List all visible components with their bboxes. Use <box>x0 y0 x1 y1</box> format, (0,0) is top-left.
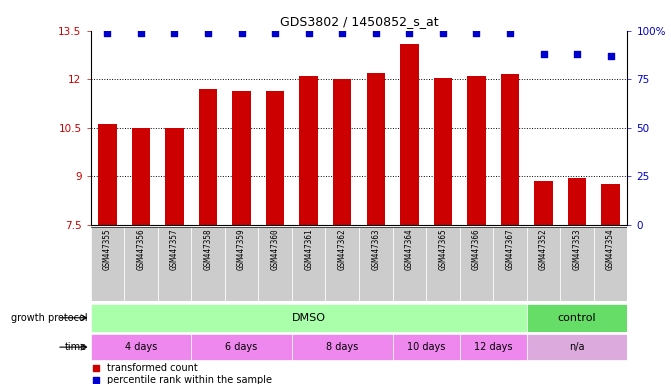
Bar <box>467 76 486 225</box>
Text: GSM447354: GSM447354 <box>606 229 615 270</box>
Point <box>505 30 515 36</box>
Bar <box>258 227 292 301</box>
Bar <box>366 73 385 225</box>
Point <box>437 30 448 36</box>
Text: transformed count: transformed count <box>107 363 197 373</box>
Bar <box>359 227 393 301</box>
Text: 6 days: 6 days <box>225 342 258 352</box>
Text: n/a: n/a <box>569 342 585 352</box>
Text: time: time <box>65 342 87 352</box>
Bar <box>98 124 117 225</box>
Bar <box>333 79 352 225</box>
Text: 8 days: 8 days <box>326 342 358 352</box>
Text: GSM447359: GSM447359 <box>237 229 246 270</box>
Point <box>337 30 348 36</box>
Bar <box>292 227 325 301</box>
Text: percentile rank within the sample: percentile rank within the sample <box>107 375 272 384</box>
Bar <box>232 91 251 225</box>
Text: GSM447355: GSM447355 <box>103 229 112 270</box>
Bar <box>299 76 318 225</box>
Text: control: control <box>558 313 597 323</box>
Point <box>270 30 280 36</box>
Bar <box>493 227 527 301</box>
Text: GSM447366: GSM447366 <box>472 229 481 270</box>
Point <box>303 30 314 36</box>
Point <box>605 53 616 59</box>
Text: GSM447361: GSM447361 <box>304 229 313 270</box>
Bar <box>527 334 627 361</box>
Point <box>572 51 582 57</box>
Text: GSM447365: GSM447365 <box>438 229 448 270</box>
Text: GSM447364: GSM447364 <box>405 229 414 270</box>
Point <box>370 30 381 36</box>
Bar <box>225 227 258 301</box>
Bar <box>594 227 627 301</box>
Text: growth protocol: growth protocol <box>11 313 87 323</box>
Bar <box>400 44 419 225</box>
Point <box>538 51 549 57</box>
Point <box>169 30 180 36</box>
Text: GSM447363: GSM447363 <box>371 229 380 270</box>
Text: GSM447352: GSM447352 <box>539 229 548 270</box>
Bar <box>433 78 452 225</box>
Text: GSM447356: GSM447356 <box>136 229 146 270</box>
Text: GSM447358: GSM447358 <box>203 229 213 270</box>
Text: DMSO: DMSO <box>292 313 325 323</box>
Point <box>136 30 146 36</box>
Text: 4 days: 4 days <box>125 342 157 352</box>
Bar <box>191 334 292 361</box>
Text: GSM447362: GSM447362 <box>338 229 347 270</box>
Bar <box>527 227 560 301</box>
Bar <box>325 227 359 301</box>
Bar <box>601 184 620 225</box>
Point <box>471 30 482 36</box>
Bar <box>91 227 124 301</box>
Bar <box>426 227 460 301</box>
Point <box>236 30 247 36</box>
Bar <box>191 227 225 301</box>
Bar <box>91 304 527 331</box>
Text: GSM447360: GSM447360 <box>270 229 280 270</box>
Bar <box>132 127 150 225</box>
Title: GDS3802 / 1450852_s_at: GDS3802 / 1450852_s_at <box>280 15 438 28</box>
Point <box>203 30 213 36</box>
Bar <box>560 227 594 301</box>
Point <box>102 30 113 36</box>
Text: GSM447367: GSM447367 <box>505 229 515 270</box>
Bar <box>158 227 191 301</box>
Point <box>403 227 413 233</box>
Point <box>403 332 413 338</box>
Bar <box>91 334 191 361</box>
Bar <box>568 178 586 225</box>
Bar <box>124 227 158 301</box>
Bar <box>460 334 527 361</box>
Bar <box>534 181 553 225</box>
Bar <box>527 304 627 331</box>
Bar <box>501 74 519 225</box>
Bar <box>393 227 426 301</box>
Text: 12 days: 12 days <box>474 342 513 352</box>
Point <box>404 30 415 36</box>
Bar <box>393 334 460 361</box>
Text: GSM447357: GSM447357 <box>170 229 179 270</box>
Bar <box>199 89 217 225</box>
Bar <box>460 227 493 301</box>
Text: GSM447353: GSM447353 <box>572 229 582 270</box>
Text: 10 days: 10 days <box>407 342 446 352</box>
Bar <box>165 127 184 225</box>
Bar <box>266 91 285 225</box>
Bar <box>292 334 393 361</box>
